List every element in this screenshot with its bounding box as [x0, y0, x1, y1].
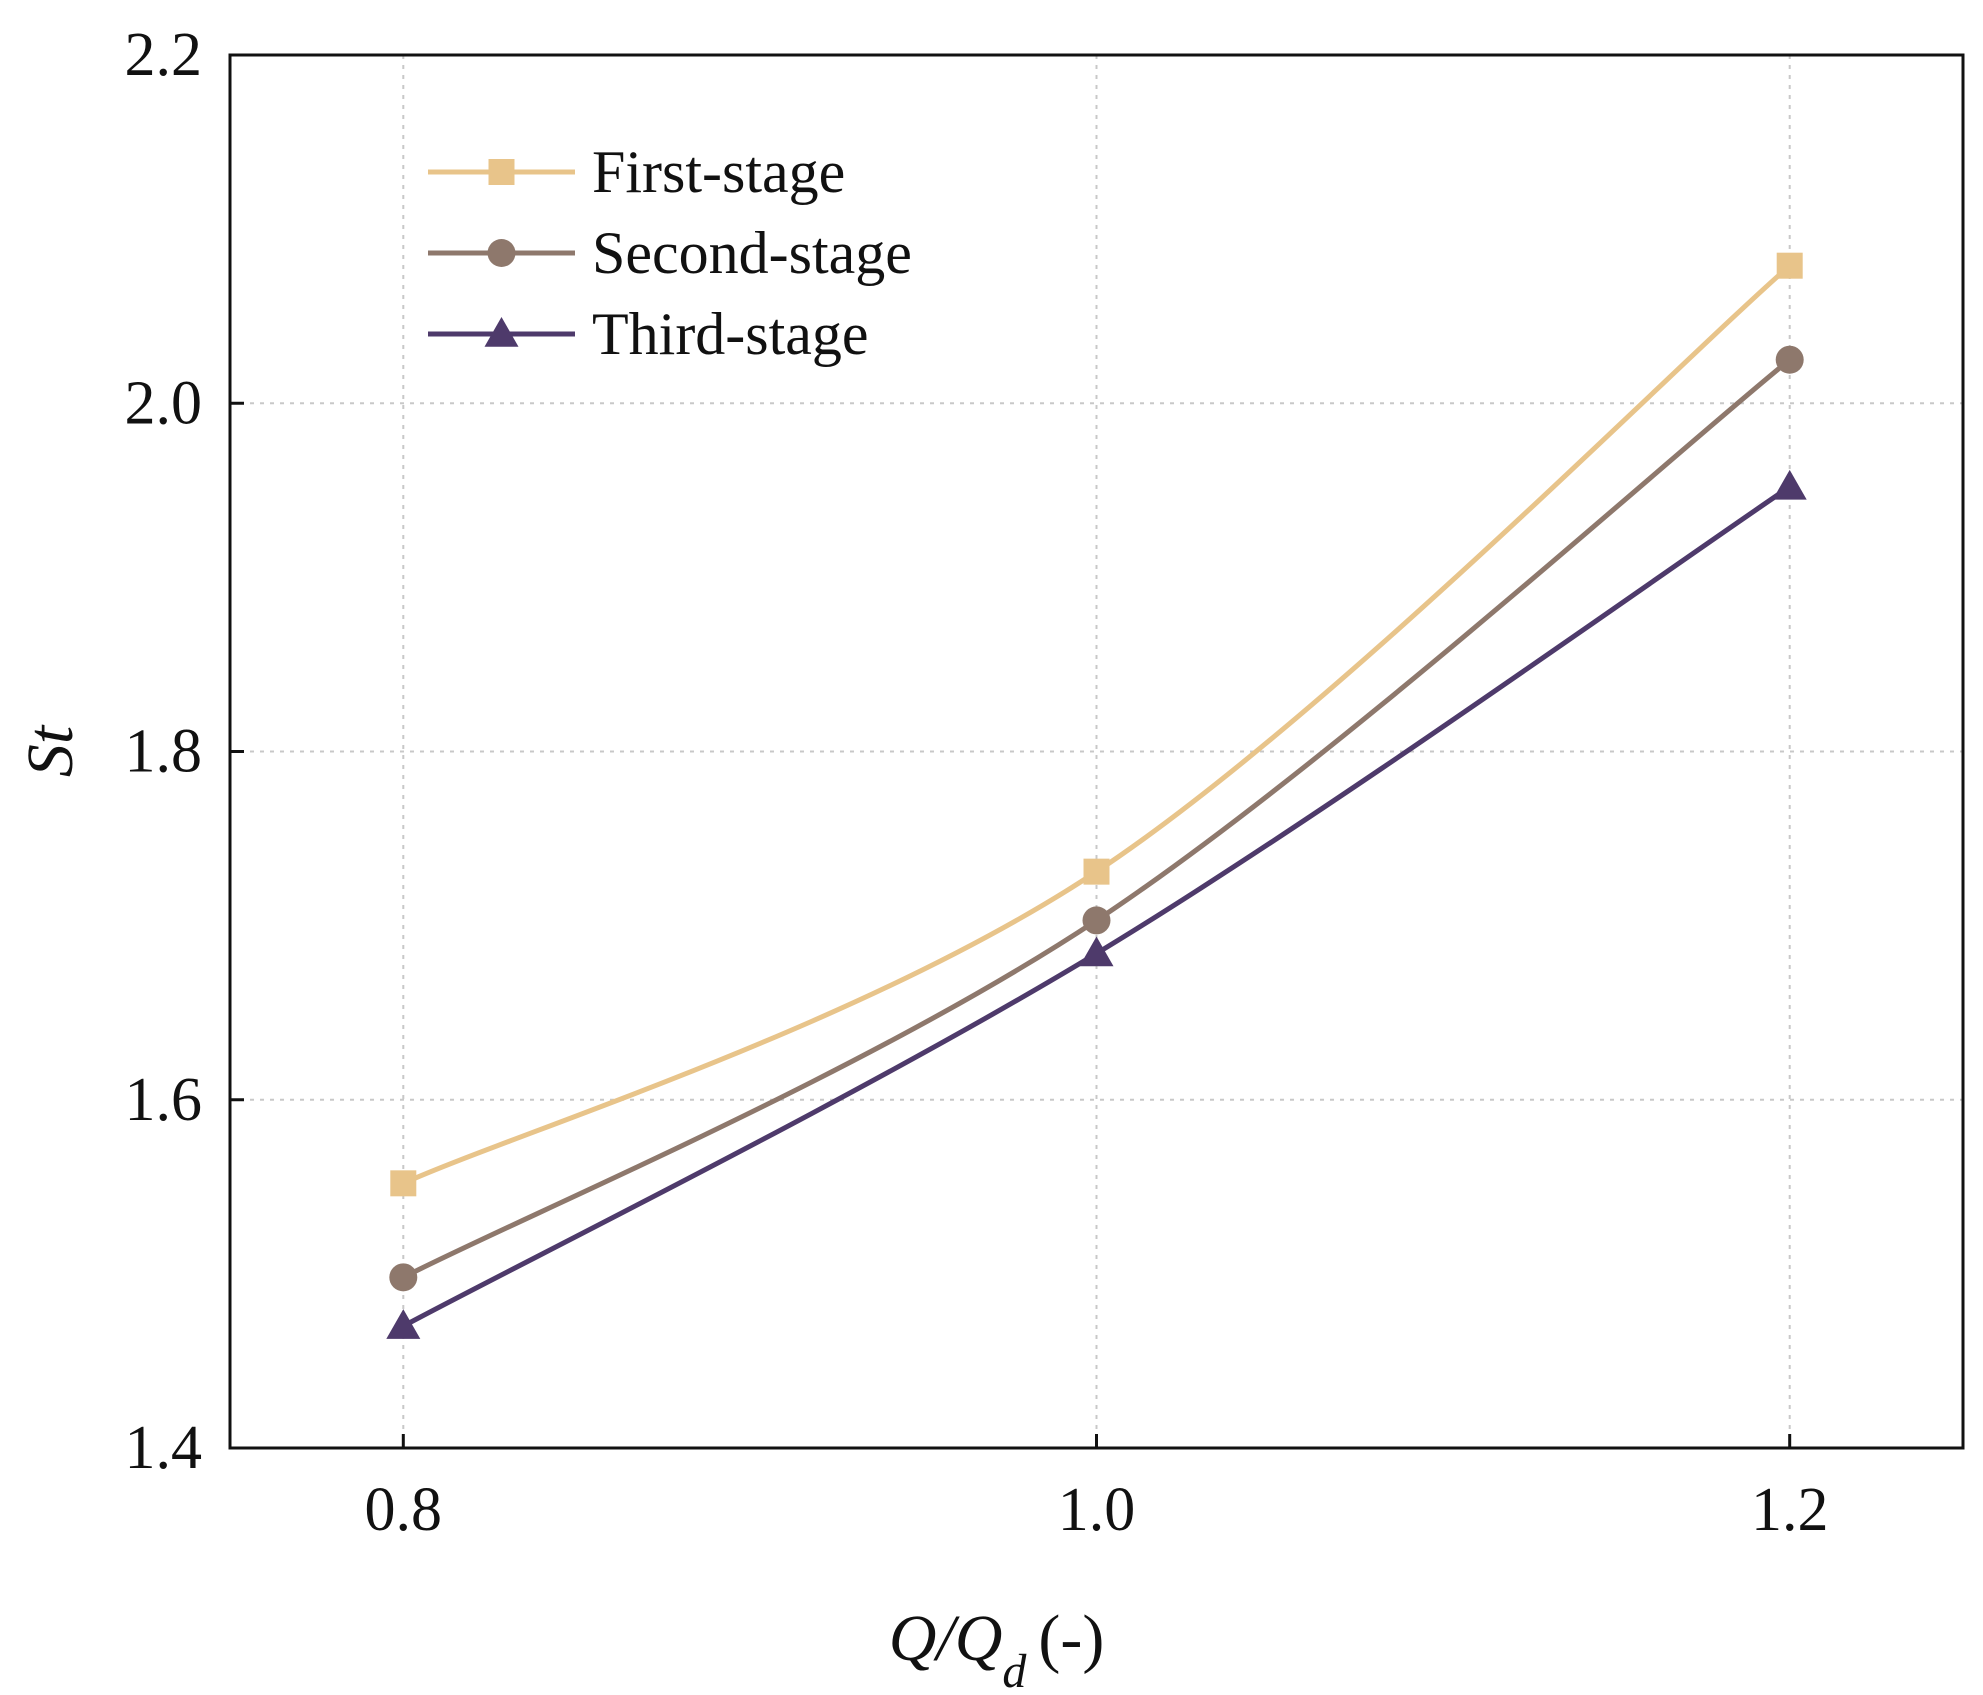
- y-tick-label: 1.6: [125, 1066, 203, 1134]
- y-tick-label: 1.4: [125, 1414, 203, 1482]
- legend-label-first-stage: First-stage: [592, 139, 845, 205]
- data-point-second-stage: [1775, 345, 1804, 374]
- x-axis-title-main: Q/Q: [889, 1602, 1003, 1675]
- y-tick-label: 2.0: [125, 369, 203, 437]
- legend-marker-first-stage: [488, 159, 515, 185]
- axis-ticks: 1.4 1.6 1.8 2.0 2.2 0.8 1.0 1.2: [125, 21, 1829, 1544]
- data-point-third-stage: [386, 1309, 421, 1339]
- y-tick-label: 2.2: [125, 21, 203, 89]
- data-point-second-stage: [1082, 906, 1111, 935]
- data-point-third-stage: [1772, 469, 1807, 500]
- x-tick-label: 1.0: [1058, 1476, 1136, 1544]
- x-tick-label: 1.2: [1751, 1476, 1829, 1544]
- legend: First-stage Second-stage Third-stage: [428, 139, 912, 367]
- x-axis-title-subscript: d: [1002, 1645, 1027, 1695]
- legend-label-second-stage: Second-stage: [592, 220, 912, 286]
- grid-lines: [230, 55, 1963, 1448]
- legend-label-third-stage: Third-stage: [592, 301, 869, 367]
- y-axis-title: St: [14, 724, 87, 777]
- x-axis-title-unit: (-): [1038, 1602, 1104, 1675]
- y-tick-label: 1.8: [125, 718, 203, 786]
- data-point-third-stage: [1079, 936, 1114, 967]
- series-markers: [386, 252, 1807, 1339]
- legend-marker-second-stage: [487, 239, 516, 267]
- data-point-first-stage: [390, 1170, 417, 1197]
- legend-marker-third-stage: [484, 317, 519, 347]
- x-axis-title: Q/Qd (-): [889, 1602, 1105, 1695]
- data-point-first-stage: [1776, 252, 1803, 279]
- data-point-second-stage: [389, 1263, 418, 1292]
- data-point-first-stage: [1083, 858, 1110, 885]
- x-tick-label: 0.8: [365, 1476, 443, 1544]
